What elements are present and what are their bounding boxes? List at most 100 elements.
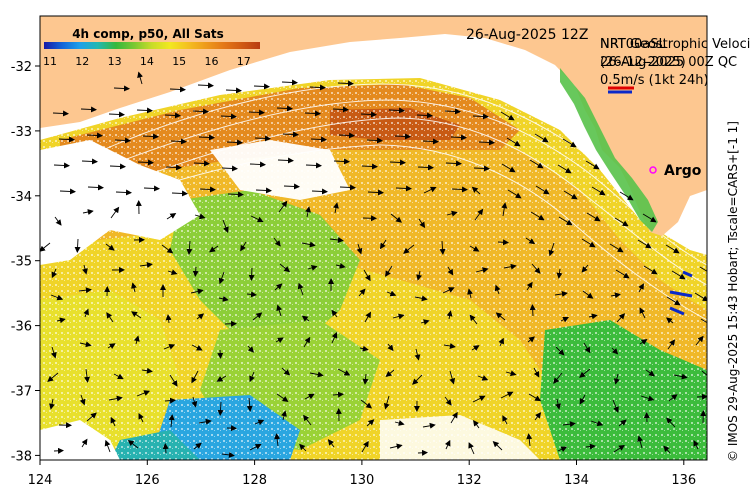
current-arrow bbox=[304, 393, 315, 400]
current-arrow bbox=[297, 282, 304, 296]
current-arrow bbox=[40, 242, 51, 252]
current-arrow bbox=[526, 281, 533, 291]
current-arrow bbox=[450, 411, 458, 424]
current-arrow bbox=[468, 442, 475, 455]
current-arrow bbox=[562, 138, 577, 148]
current-arrow bbox=[192, 266, 199, 277]
current-arrow bbox=[502, 415, 508, 425]
current-arrow bbox=[167, 269, 178, 276]
colorbar-tick-label: 11 bbox=[43, 55, 57, 68]
current-arrow bbox=[390, 213, 402, 223]
argo-float-marker[interactable] bbox=[649, 166, 657, 174]
current-arrow bbox=[618, 419, 627, 427]
current-arrow bbox=[556, 268, 563, 279]
current-arrow bbox=[163, 343, 176, 350]
current-arrow bbox=[58, 136, 75, 143]
current-arrow bbox=[161, 244, 174, 254]
current-arrow bbox=[666, 296, 681, 306]
current-arrow bbox=[114, 137, 131, 144]
current-arrow bbox=[246, 291, 257, 298]
y-tick-label: -37 bbox=[11, 385, 32, 400]
no-data-gap-south bbox=[380, 415, 540, 460]
current-arrow bbox=[50, 294, 64, 301]
current-arrow bbox=[329, 237, 344, 243]
current-arrow bbox=[196, 313, 205, 320]
current-arrow bbox=[86, 132, 103, 139]
no-data-gap-west bbox=[40, 140, 200, 265]
current-arrow bbox=[563, 190, 578, 200]
current-arrow bbox=[307, 265, 318, 271]
current-arrow bbox=[395, 185, 412, 192]
current-arrow bbox=[53, 162, 70, 169]
current-arrow bbox=[666, 417, 676, 428]
current-arrow bbox=[309, 371, 324, 378]
current-arrow bbox=[673, 373, 688, 380]
current-arrow bbox=[221, 165, 238, 172]
current-arrow bbox=[309, 84, 326, 91]
current-arrow bbox=[581, 264, 589, 273]
current-arrow bbox=[133, 335, 140, 345]
current-arrow bbox=[696, 393, 707, 400]
current-arrow bbox=[387, 343, 394, 352]
current-arrow bbox=[385, 265, 393, 277]
current-arrow bbox=[469, 314, 478, 325]
current-arrow bbox=[222, 219, 229, 234]
current-arrow bbox=[701, 370, 707, 380]
current-arrow bbox=[477, 375, 489, 381]
current-arrow bbox=[227, 191, 244, 198]
current-arrow bbox=[107, 343, 116, 349]
current-arrow bbox=[299, 443, 307, 452]
product-line1: NRT00aSL bbox=[600, 37, 667, 52]
current-arrow bbox=[193, 160, 210, 167]
current-arrow bbox=[301, 241, 316, 248]
current-arrow bbox=[443, 343, 456, 349]
y-tick-label: -33 bbox=[11, 125, 32, 140]
y-tick-label: -34 bbox=[11, 190, 32, 205]
velocity-scale-arrows bbox=[608, 86, 634, 94]
velocity-scale-label: 0.5m/s (1kt 24h) bbox=[600, 73, 709, 88]
current-arrow bbox=[422, 138, 439, 145]
y-tick-label: -35 bbox=[11, 255, 32, 270]
current-arrow bbox=[169, 374, 178, 387]
current-arrow bbox=[610, 292, 621, 299]
current-arrow bbox=[450, 134, 467, 141]
current-arrow bbox=[416, 112, 433, 119]
current-arrow bbox=[560, 316, 569, 323]
drifter-track bbox=[669, 290, 693, 298]
current-arrow bbox=[332, 391, 344, 398]
current-arrow bbox=[579, 394, 586, 405]
current-arrow bbox=[131, 282, 137, 293]
current-arrow bbox=[497, 239, 509, 246]
y-tick-label: -32 bbox=[11, 60, 32, 75]
current-arrow bbox=[412, 374, 423, 385]
current-arrow bbox=[557, 446, 568, 453]
current-arrow bbox=[529, 159, 544, 169]
current-arrow bbox=[143, 185, 160, 192]
current-arrow bbox=[281, 367, 291, 376]
current-arrow bbox=[388, 107, 405, 114]
current-arrow bbox=[609, 243, 624, 253]
current-arrow bbox=[79, 341, 92, 348]
current-arrow bbox=[583, 342, 591, 354]
current-arrow bbox=[165, 164, 182, 171]
current-arrow bbox=[283, 183, 300, 190]
colorbar-tick-label: 13 bbox=[108, 55, 122, 68]
current-arrow bbox=[170, 138, 187, 145]
current-arrow bbox=[694, 292, 707, 302]
current-arrow bbox=[582, 290, 594, 299]
current-arrow bbox=[529, 304, 536, 317]
current-arrow bbox=[198, 134, 215, 141]
current-arrow bbox=[110, 416, 117, 427]
current-arrow bbox=[439, 240, 446, 255]
current-arrow bbox=[360, 399, 373, 409]
current-arrow bbox=[254, 419, 265, 426]
drifter-tracks bbox=[669, 270, 693, 316]
colorbar-tick-label: 14 bbox=[140, 55, 154, 68]
x-tick-label: 136 bbox=[671, 473, 696, 488]
current-arrow bbox=[478, 139, 495, 146]
current-arrow bbox=[248, 267, 255, 281]
current-arrow bbox=[255, 187, 272, 194]
current-arrow bbox=[131, 311, 142, 319]
current-arrow bbox=[220, 113, 237, 120]
drifter-track bbox=[669, 306, 685, 316]
